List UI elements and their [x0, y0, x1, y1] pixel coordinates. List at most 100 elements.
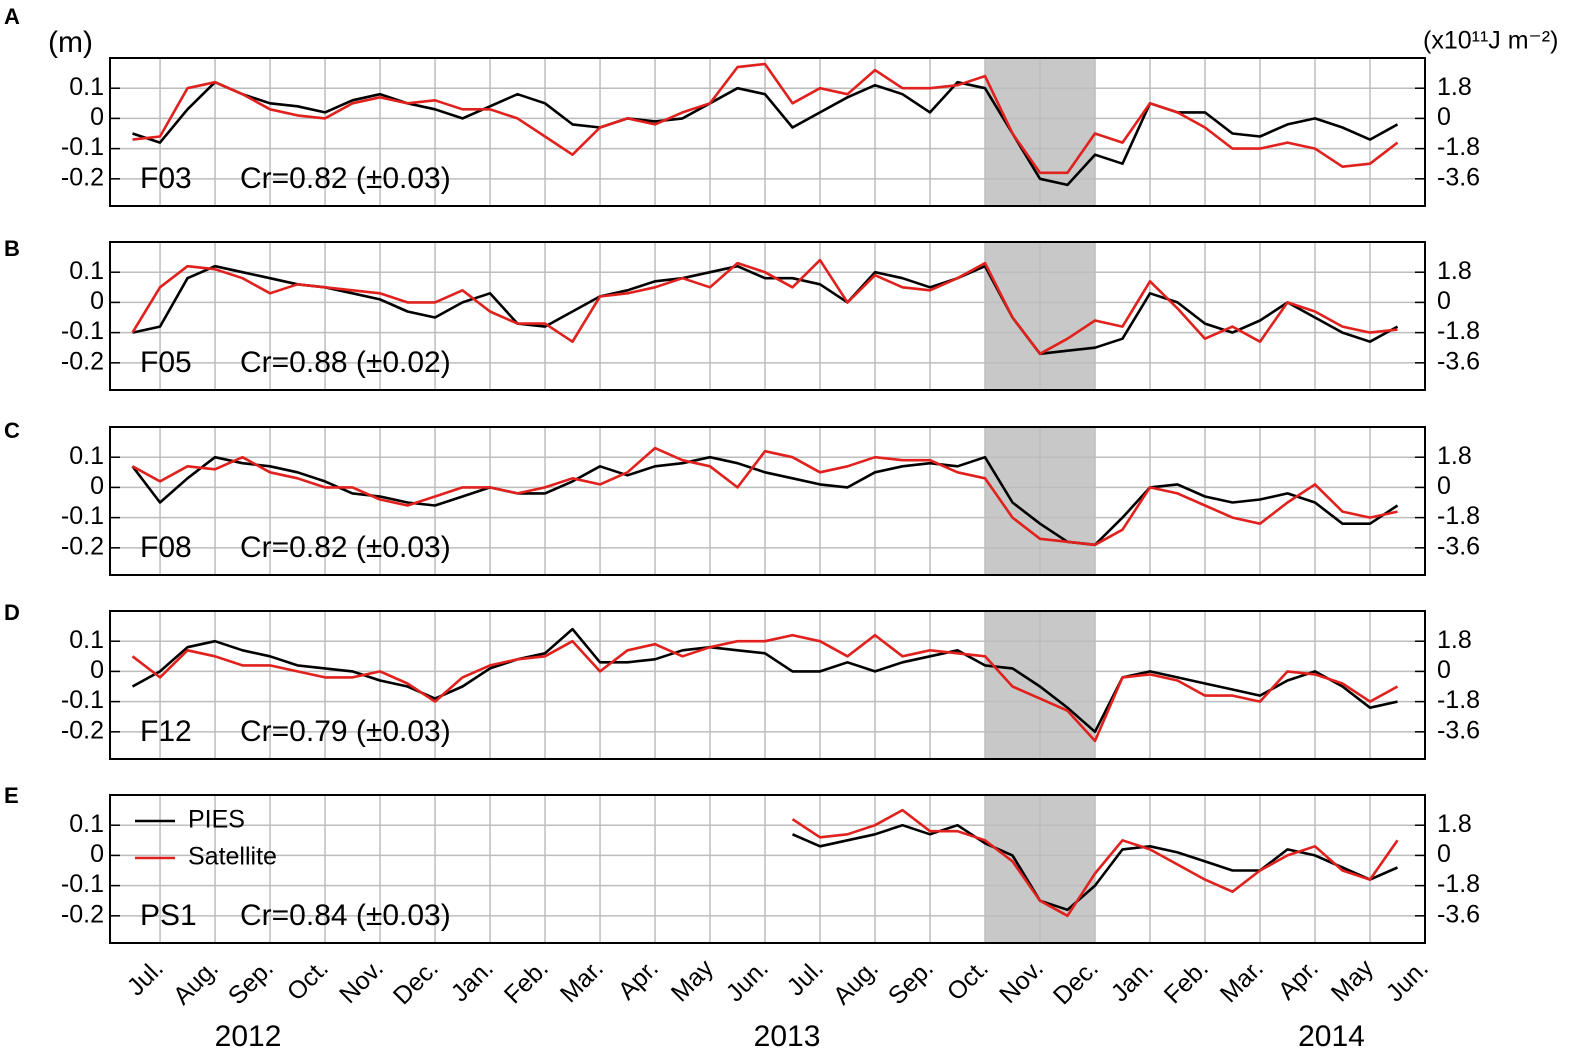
y2-tick-label: 0: [1437, 103, 1451, 131]
station-label: F03: [140, 162, 192, 195]
series-line: [132, 80, 1399, 187]
y2-tick-label: -1.8: [1437, 317, 1480, 345]
y2-tick-label: 0: [1437, 287, 1451, 315]
y-tick-label: -0.1: [61, 502, 104, 530]
legend-label: PIES: [188, 806, 245, 834]
x-tick-label: Sep.: [883, 954, 939, 1010]
panel: Jul.Aug.Sep. Oct. Nov.Dec. Jan. Feb. Mar. Apr.…: [4, 783, 1480, 1053]
x-tick-label: Sep.: [223, 954, 279, 1010]
y-tick-label: -0.2: [61, 716, 104, 744]
y2-tick-label: -3.6: [1437, 532, 1480, 560]
y2-axis-label: (x10¹¹J m⁻²): [1423, 27, 1558, 55]
correlation-label: Cr=0.82 (±0.03): [240, 531, 451, 564]
y-tick-label: 0: [90, 287, 104, 315]
panel-label: D: [4, 600, 20, 625]
year-label: 2013: [754, 1020, 821, 1053]
y-tick-label: 0.1: [69, 257, 104, 285]
legend-label: Satellite: [188, 843, 277, 871]
y2-tick-label: -1.8: [1437, 133, 1480, 161]
y2-tick-label: -3.6: [1437, 347, 1480, 375]
panel-label: A: [4, 4, 20, 29]
x-tick-label: Oct.: [942, 954, 994, 1006]
y2-tick-label: -3.6: [1437, 900, 1480, 928]
panel-label: C: [4, 418, 20, 443]
plot-background: [110, 242, 1425, 390]
y-tick-label: 0.1: [69, 442, 104, 470]
y-axis-label: (m): [48, 26, 93, 59]
y2-tick-label: -1.8: [1437, 686, 1480, 714]
series-line: [131, 446, 1398, 547]
y-tick-label: -0.2: [61, 163, 104, 191]
panel-label: E: [4, 783, 19, 808]
x-tick-label: Feb.: [499, 954, 554, 1009]
y-tick-label: 0: [90, 840, 104, 868]
x-tick-label: Jan.: [446, 954, 499, 1007]
y-tick-label: -0.1: [61, 870, 104, 898]
series-line: [131, 258, 1398, 356]
y2-tick-label: 0: [1437, 840, 1451, 868]
plot-frame: [109, 426, 1426, 576]
x-tick-label: Nov.: [994, 954, 1049, 1009]
y-tick-label: -0.2: [61, 347, 104, 375]
x-tick-label: Jul.: [122, 954, 169, 1001]
station-label: F05: [140, 346, 192, 379]
correlation-label: Cr=0.82 (±0.03): [240, 162, 451, 195]
x-tick-label: Feb.: [1159, 954, 1214, 1009]
x-tick-label: Jan.: [1106, 954, 1159, 1007]
year-label: 2012: [215, 1020, 282, 1053]
station-label: F08: [140, 531, 192, 564]
y-tick-label: -0.1: [61, 133, 104, 161]
y2-tick-label: 0: [1437, 472, 1451, 500]
plot-background: [110, 58, 1425, 206]
x-tick-label: May: [1326, 954, 1380, 1008]
plot-frame: [109, 794, 1426, 944]
y2-tick-label: 1.8: [1437, 626, 1472, 654]
panel-label: B: [4, 236, 20, 261]
x-tick-label: Nov.: [334, 954, 389, 1009]
x-tick-label: Aug.: [168, 954, 224, 1010]
y-tick-label: 0: [90, 472, 104, 500]
series-line: [131, 455, 1399, 547]
y2-tick-label: 1.8: [1437, 810, 1472, 838]
y-tick-label: -0.2: [61, 532, 104, 560]
y-tick-label: 0: [90, 656, 104, 684]
x-tick-label: Jul.: [782, 954, 829, 1001]
plot-frame: [109, 610, 1426, 760]
x-tick-label: Mar.: [1215, 954, 1269, 1008]
plot-frame: [109, 241, 1426, 391]
plot-background: [110, 795, 1425, 943]
y-tick-label: 0: [90, 103, 104, 131]
plot-frame: [109, 57, 1426, 207]
y-tick-label: -0.1: [61, 686, 104, 714]
x-tick-label: Jun.: [721, 954, 774, 1007]
x-tick-label: Aug.: [828, 954, 884, 1010]
y2-tick-label: 1.8: [1437, 73, 1472, 101]
y-tick-label: -0.1: [61, 317, 104, 345]
series-line: [132, 264, 1399, 356]
x-tick-label: Mar.: [555, 954, 609, 1008]
x-tick-label: Jun.: [1381, 954, 1434, 1007]
x-tick-label: Apr.: [613, 954, 664, 1005]
y2-tick-label: -3.6: [1437, 163, 1480, 191]
station-label: F12: [140, 715, 192, 748]
series-line: [131, 627, 1398, 734]
y2-tick-label: 1.8: [1437, 257, 1472, 285]
x-tick-label: May: [666, 954, 720, 1008]
y-tick-label: -0.2: [61, 900, 104, 928]
series-line: [791, 808, 1399, 918]
y2-tick-label: 1.8: [1437, 442, 1472, 470]
y-tick-label: 0.1: [69, 73, 104, 101]
year-label: 2014: [1298, 1020, 1365, 1053]
station-label: PS1: [140, 899, 197, 932]
series-line: [131, 633, 1399, 743]
correlation-label: Cr=0.79 (±0.03): [240, 715, 451, 748]
y-tick-label: 0.1: [69, 626, 104, 654]
x-tick-label: Oct.: [282, 954, 334, 1006]
x-tick-label: Dec.: [1048, 954, 1104, 1010]
y2-tick-label: -3.6: [1437, 716, 1480, 744]
